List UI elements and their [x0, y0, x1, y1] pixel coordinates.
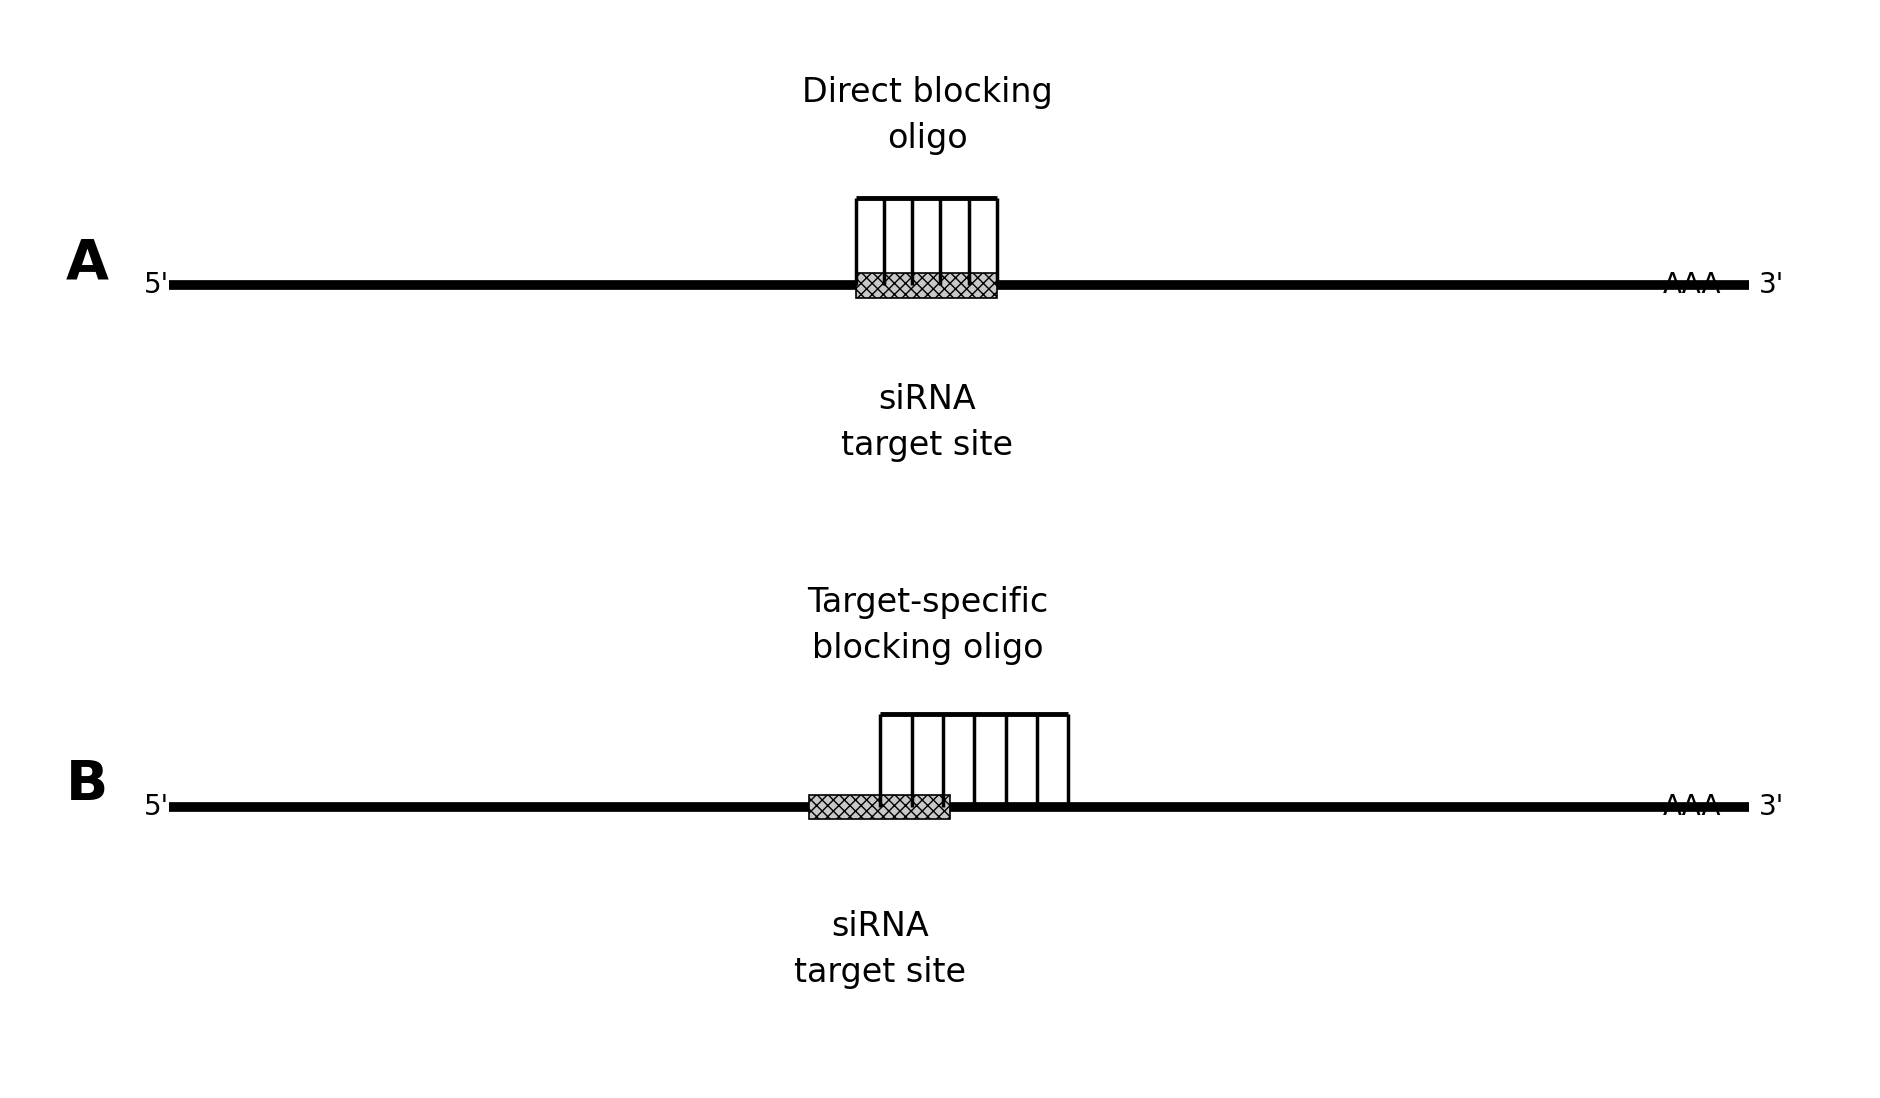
Text: 3': 3': [1758, 793, 1782, 821]
Text: A: A: [66, 236, 109, 291]
Text: siRNA
target site: siRNA target site: [840, 383, 1013, 462]
Text: B: B: [66, 758, 107, 813]
Text: 3': 3': [1758, 271, 1782, 300]
Text: 5': 5': [145, 271, 169, 300]
Text: Target-specific
blocking oligo: Target-specific blocking oligo: [807, 586, 1047, 665]
Bar: [855, 273, 996, 298]
Text: Direct blocking
oligo: Direct blocking oligo: [801, 76, 1053, 155]
Text: 5': 5': [145, 793, 169, 821]
Bar: [808, 795, 949, 819]
Text: AAA: AAA: [1662, 271, 1720, 300]
Text: AAA: AAA: [1662, 793, 1720, 821]
Text: siRNA
target site: siRNA target site: [793, 910, 966, 989]
